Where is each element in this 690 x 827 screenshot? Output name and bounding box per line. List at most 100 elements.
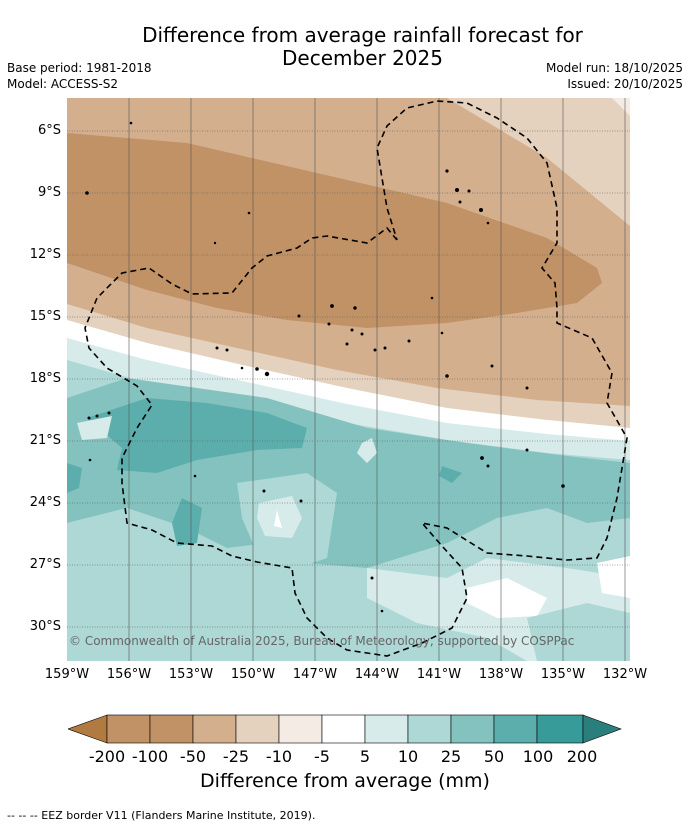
island [430, 296, 434, 300]
colorbar-swatch [364, 714, 409, 744]
colorbar-swatch [493, 714, 538, 744]
issued-date: Issued: 20/10/2025 [567, 77, 683, 91]
island [445, 169, 449, 173]
island [561, 484, 565, 488]
island [380, 609, 384, 613]
map-svg [67, 98, 630, 661]
colorbar-arrow-right [582, 714, 622, 744]
island [350, 328, 354, 332]
island [107, 411, 111, 415]
eez-border [84, 100, 628, 657]
patch-5-a [257, 496, 302, 538]
island [383, 346, 387, 350]
colorbar-label: 25 [440, 747, 462, 766]
lon-label-150w: 150°W [230, 667, 276, 682]
island [454, 188, 459, 193]
patch-white-c [597, 556, 630, 598]
lon-label-159w: 159°W [44, 667, 90, 682]
island [373, 348, 377, 352]
island [264, 371, 270, 377]
island [458, 200, 462, 204]
patch-10-c [527, 603, 630, 661]
colorbar-swatch [450, 714, 495, 744]
colorbar-swatch [321, 714, 366, 744]
title-line-2: December 2025 [282, 46, 443, 70]
island [525, 448, 529, 452]
island [299, 499, 303, 503]
band-wet-50-a [87, 398, 307, 473]
island [345, 342, 349, 346]
band-wet-50-b [172, 498, 202, 546]
lon-label-138w: 138°W [478, 667, 524, 682]
island [467, 189, 471, 193]
lat-label-27s: 27°S [29, 557, 61, 572]
island [486, 464, 490, 468]
island [445, 374, 449, 378]
title-line-1: Difference from average rainfall forecas… [142, 23, 583, 47]
island [490, 364, 494, 368]
island [407, 339, 411, 343]
copyright-notice: © Commonwealth of Australia 2025, Bureau… [69, 634, 575, 648]
lat-label-24s: 24°S [29, 495, 61, 510]
colorbar-swatch [106, 714, 151, 744]
lon-label-153w: 153°W [168, 667, 214, 682]
colorbar-label: -25 [222, 747, 250, 766]
colorbar-label: -200 [88, 747, 126, 766]
island [213, 241, 217, 245]
lon-label-132w: 132°W [602, 667, 648, 682]
island [262, 489, 266, 493]
island [215, 346, 219, 350]
base-period: Base period: 1981-2018 [7, 61, 152, 75]
patch-white-b [467, 578, 547, 618]
island [440, 331, 444, 335]
colorbar-swatch [278, 714, 323, 744]
colorbar-swatch [536, 714, 584, 744]
lat-label-12s: 12°S [29, 247, 61, 262]
lon-label-141w: 141°W [416, 667, 462, 682]
island [370, 576, 374, 580]
lon-label-144w: 144°W [354, 667, 400, 682]
colorbar-label: 100 [522, 747, 554, 766]
rainfall-map [67, 98, 630, 661]
colorbar-label: -5 [314, 747, 330, 766]
band-near-zero [67, 320, 630, 443]
patch-5-c [357, 438, 377, 463]
island [327, 322, 331, 326]
band-wet-50-d [439, 466, 462, 483]
island [88, 458, 92, 462]
lat-label-15s: 15°S [29, 309, 61, 324]
lat-label-30s: 30°S [29, 619, 61, 634]
patch-5-d [77, 416, 112, 440]
eez-legend: -- -- -- EEZ border V11 (Flanders Marine… [7, 809, 316, 822]
colorbar-title: Difference from average (mm) [200, 770, 490, 792]
colorbar-arrow-left [68, 714, 108, 744]
lon-label-147w: 147°W [292, 667, 338, 682]
band-dry-m50 [67, 133, 602, 328]
island [193, 474, 197, 478]
colorbar-label: -100 [131, 747, 169, 766]
band-wet-5 [67, 338, 630, 460]
colorbar-label: -50 [179, 747, 207, 766]
colorbar-label: 200 [566, 747, 598, 766]
colorbar-label: -10 [265, 747, 293, 766]
island [525, 386, 529, 390]
island [486, 221, 490, 225]
island [478, 208, 483, 213]
island [255, 367, 259, 371]
lat-label-18s: 18°S [29, 371, 61, 386]
lat-label-21s: 21°S [29, 433, 61, 448]
lat-label-9s: 9°S [37, 185, 61, 200]
island [297, 314, 301, 318]
colorbar [68, 714, 622, 744]
island [225, 348, 229, 352]
lat-label-6s: 6°S [37, 123, 61, 138]
island [95, 414, 99, 418]
model-run: Model run: 18/10/2025 [545, 61, 683, 75]
colorbar-label: 50 [483, 747, 505, 766]
island [240, 366, 244, 370]
island [85, 191, 89, 195]
colorbar-swatch [407, 714, 452, 744]
colorbar-label: 5 [359, 747, 371, 766]
island [330, 304, 334, 308]
islands [85, 121, 565, 613]
